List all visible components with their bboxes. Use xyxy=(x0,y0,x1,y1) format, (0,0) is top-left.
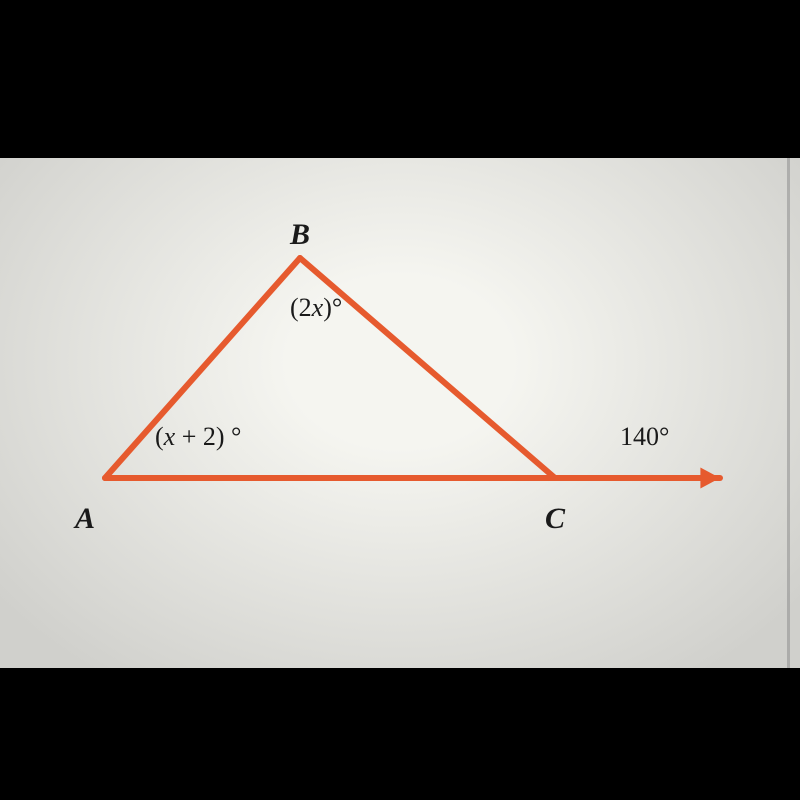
diagram-panel: A B C (x + 2) ° (2x)° 140° xyxy=(0,158,800,668)
letterbox-bottom xyxy=(0,668,800,800)
angle-label-a: (x + 2) ° xyxy=(155,422,241,452)
vertex-label-b: B xyxy=(290,218,310,252)
vertex-label-c: C xyxy=(545,502,565,536)
angle-label-exterior: 140° xyxy=(620,422,669,452)
letterbox-top xyxy=(0,0,800,158)
vertex-label-a: A xyxy=(75,502,95,536)
triangle-diagram xyxy=(0,158,800,668)
angle-label-b: (2x)° xyxy=(290,293,342,323)
